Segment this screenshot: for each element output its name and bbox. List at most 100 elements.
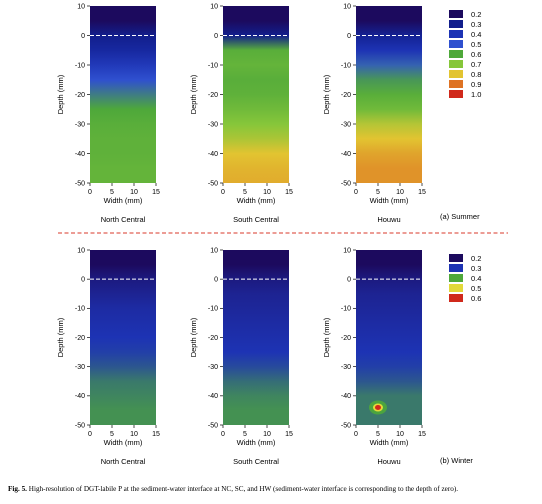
heatmap-fill <box>356 250 422 425</box>
x-tick-label: 10 <box>263 189 271 196</box>
legend-swatch <box>449 80 463 88</box>
x-tick-label: 15 <box>418 431 426 438</box>
legend-label: 0.5 <box>471 284 481 293</box>
x-tick-label: 5 <box>243 189 247 196</box>
legend-label: 0.8 <box>471 70 481 79</box>
y-tick-label: 10 <box>77 3 85 10</box>
legend-label: 0.9 <box>471 80 481 89</box>
y-tick-label: 0 <box>347 277 351 284</box>
y-tick-label: -20 <box>208 335 218 342</box>
y-tick-label: 0 <box>347 33 351 40</box>
legend: 0.20.30.40.50.6 <box>449 254 481 303</box>
x-axis-label: Width (mm) <box>370 438 409 447</box>
legend-swatch <box>449 264 463 272</box>
y-tick-label: -20 <box>75 335 85 342</box>
y-tick-label: 0 <box>81 277 85 284</box>
y-tick-label: -20 <box>341 335 351 342</box>
x-axis-label: Width (mm) <box>237 196 276 205</box>
y-tick-label: -50 <box>75 422 85 429</box>
legend: 0.20.30.40.50.60.70.80.91.0 <box>449 10 481 99</box>
x-tick-label: 5 <box>243 431 247 438</box>
x-tick-label: 0 <box>221 189 225 196</box>
site-label: Houwu <box>377 457 400 466</box>
y-tick-label: -40 <box>208 151 218 158</box>
x-axis-label: Width (mm) <box>237 438 276 447</box>
y-tick-label: -20 <box>208 92 218 99</box>
y-tick-label: -10 <box>75 306 85 313</box>
legend-label: 0.7 <box>471 60 481 69</box>
y-tick-label: 10 <box>77 247 85 254</box>
legend-label: 0.6 <box>471 294 481 303</box>
x-tick-label: 15 <box>418 189 426 196</box>
legend-swatch <box>449 10 463 18</box>
x-tick-label: 0 <box>88 431 92 438</box>
x-tick-label: 15 <box>285 431 293 438</box>
x-tick-label: 5 <box>110 431 114 438</box>
y-tick-label: -50 <box>341 422 351 429</box>
site-label: South Central <box>233 457 279 466</box>
legend-swatch <box>449 70 463 78</box>
x-tick-label: 0 <box>221 431 225 438</box>
caption-label: Fig. 5. <box>8 485 27 493</box>
y-tick-label: -40 <box>75 393 85 400</box>
figure-caption: Fig. 5. High-resolution of DGT-labile P … <box>8 485 538 494</box>
x-tick-label: 5 <box>376 431 380 438</box>
y-tick-label: -10 <box>341 306 351 313</box>
heatmap-fill <box>90 6 156 183</box>
site-label: North Central <box>101 457 146 466</box>
y-tick-label: -10 <box>75 62 85 69</box>
legend-label: 0.5 <box>471 40 481 49</box>
y-tick-label: -40 <box>75 151 85 158</box>
y-tick-label: 10 <box>210 3 218 10</box>
heatmap-fill <box>223 6 289 183</box>
legend-swatch <box>449 294 463 302</box>
section-label: (b) Winter <box>440 456 473 465</box>
site-label: Houwu <box>377 215 400 224</box>
legend-swatch <box>449 284 463 292</box>
legend-swatch <box>449 30 463 38</box>
x-tick-label: 10 <box>396 189 404 196</box>
x-tick-label: 0 <box>354 189 358 196</box>
x-tick-label: 10 <box>263 431 271 438</box>
legend-label: 0.4 <box>471 274 481 283</box>
x-tick-label: 0 <box>354 431 358 438</box>
heatmap-fill <box>356 6 422 183</box>
legend-label: 0.2 <box>471 254 481 263</box>
x-tick-label: 15 <box>285 189 293 196</box>
x-tick-label: 15 <box>152 189 160 196</box>
legend-label: 0.4 <box>471 30 481 39</box>
y-axis-label: Depth (mm) <box>56 74 65 114</box>
legend-label: 0.3 <box>471 264 481 273</box>
legend-swatch <box>449 50 463 58</box>
y-tick-label: 0 <box>214 277 218 284</box>
y-axis-label: Depth (mm) <box>56 317 65 357</box>
y-tick-label: -40 <box>341 151 351 158</box>
y-tick-label: -30 <box>208 121 218 128</box>
x-tick-label: 10 <box>130 189 138 196</box>
y-tick-label: -50 <box>208 422 218 429</box>
heatmap-fill <box>223 250 289 425</box>
y-tick-label: -10 <box>341 62 351 69</box>
section-label: (a) Summer <box>440 212 480 221</box>
y-tick-label: -20 <box>341 92 351 99</box>
y-tick-label: -10 <box>208 306 218 313</box>
y-tick-label: -40 <box>208 393 218 400</box>
y-tick-label: -30 <box>341 121 351 128</box>
y-axis-label: Depth (mm) <box>322 317 331 357</box>
x-tick-label: 15 <box>152 431 160 438</box>
x-tick-label: 10 <box>130 431 138 438</box>
y-tick-label: 0 <box>214 33 218 40</box>
y-tick-label: -50 <box>75 180 85 187</box>
y-tick-label: 10 <box>210 247 218 254</box>
legend-label: 0.2 <box>471 10 481 19</box>
y-tick-label: 10 <box>343 3 351 10</box>
y-tick-label: -30 <box>75 364 85 371</box>
legend-swatch <box>449 274 463 282</box>
